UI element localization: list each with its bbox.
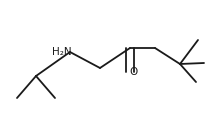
Text: O: O (130, 67, 138, 77)
Text: H₂N: H₂N (52, 47, 71, 57)
